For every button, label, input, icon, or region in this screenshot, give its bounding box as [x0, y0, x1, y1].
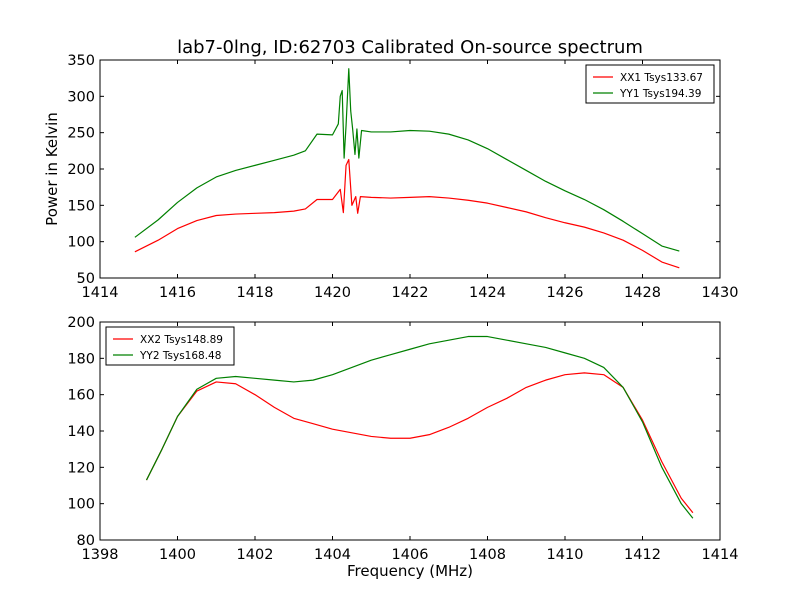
figure-title: lab7-0lng, ID:62703 Calibrated On-source…: [177, 37, 643, 58]
top-panel: 1414 1416 1418 1420 1422 1424 1426 1428 1430 50 10…: [43, 53, 738, 301]
x-tick-label: 1398: [82, 547, 119, 563]
x-tick-label: 1414: [82, 285, 119, 301]
y-tick-label: 100: [67, 497, 95, 513]
y-tick-label: 50: [77, 271, 95, 287]
legend-box: [105, 326, 235, 366]
y-axis-label: Power in Kelvin: [43, 112, 61, 226]
x-tick-label: 1418: [237, 285, 274, 301]
x-tick-label: 1402: [237, 547, 274, 563]
y-tick-label: 150: [67, 198, 95, 214]
x-tick-label: 1412: [624, 547, 661, 563]
legend: XX1 Tsys133.67 YY1 Tsys194.39: [585, 64, 715, 104]
x-tick-label: 1424: [469, 285, 506, 301]
x-tick-label: 1420: [314, 285, 351, 301]
x-tick-label: 1400: [159, 547, 196, 563]
y-tick-label: 300: [67, 89, 95, 105]
x-tick-label: 1414: [702, 547, 739, 563]
x-tick-label: 1416: [159, 285, 196, 301]
x-tick-label: 1422: [392, 285, 429, 301]
y-tick-label: 200: [67, 315, 95, 331]
series-line-yy1: [134, 68, 680, 252]
x-tick-label: 1410: [547, 547, 584, 563]
y-tick-label: 120: [67, 460, 95, 476]
legend-entry: YY2 Tsys168.48: [139, 350, 221, 362]
x-tick-label: 1404: [314, 547, 351, 563]
series-line-xx2: [145, 372, 694, 514]
legend-entry: YY1 Tsys194.39: [619, 88, 701, 100]
y-tick-label: 160: [67, 388, 95, 404]
y-tick-label: 200: [67, 162, 95, 178]
legend-box: [585, 64, 715, 104]
x-tick-label: 1408: [469, 547, 506, 563]
y-tick-label: 350: [67, 53, 95, 69]
bottom-panel: 1398 1400 1402 1404 1406 1408 1410 1412 1414 80 10…: [67, 315, 738, 580]
legend-entry: XX2 Tsys148.89: [140, 334, 223, 346]
y-tick-label: 80: [77, 533, 95, 549]
x-tick-label: 1428: [624, 285, 661, 301]
x-tick-label: 1406: [392, 547, 429, 563]
legend-entry: XX1 Tsys133.67: [620, 72, 703, 84]
y-tick-label: 180: [67, 351, 95, 367]
series-line-xx1: [134, 158, 680, 269]
x-tick-label: 1426: [547, 285, 584, 301]
y-tick-label: 140: [67, 424, 95, 440]
x-axis-label: Frequency (MHz): [347, 562, 473, 580]
x-tick-label: 1430: [702, 285, 739, 301]
legend: XX2 Tsys148.89 YY2 Tsys168.48: [105, 326, 235, 366]
y-tick-label: 250: [67, 126, 95, 142]
y-tick-label: 100: [67, 235, 95, 251]
series-line-yy2: [145, 335, 694, 519]
